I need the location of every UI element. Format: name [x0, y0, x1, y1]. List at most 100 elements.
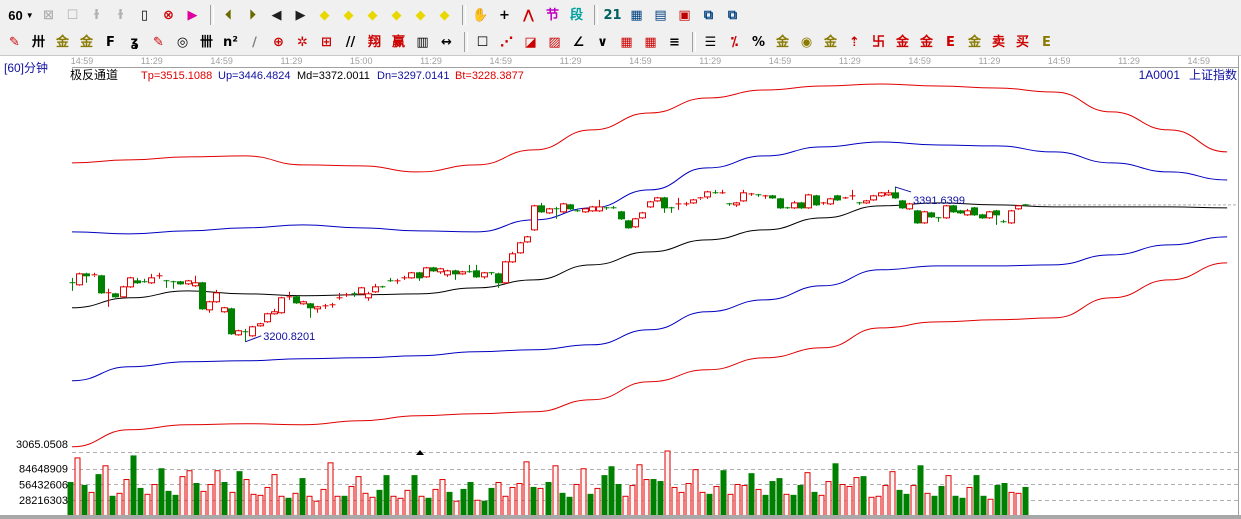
e2-button[interactable]: E	[1036, 32, 1057, 53]
win-button[interactable]: 赢	[388, 32, 409, 53]
notes-button[interactable]: ▤	[650, 5, 671, 26]
network-button[interactable]: ⧉	[698, 5, 719, 26]
percent-button[interactable]: %	[748, 32, 769, 53]
candle-body	[235, 330, 242, 336]
gold-button[interactable]: 金	[52, 32, 73, 53]
marker-button[interactable]: ✎	[148, 32, 169, 53]
expand-button[interactable]: ◆	[410, 5, 431, 26]
buy-button[interactable]: ⇡	[844, 32, 865, 53]
arrow-left-button[interactable]: ◆	[314, 5, 335, 26]
horizontal-scrollbar[interactable]	[0, 515, 1241, 519]
pen-button[interactable]: ✎	[4, 32, 25, 53]
hand-button[interactable]: ✋	[470, 5, 491, 26]
target-button[interactable]: ⊕	[268, 32, 289, 53]
left-button[interactable]: ◀	[266, 5, 287, 26]
percent-line-button[interactable]: ⁒	[724, 32, 745, 53]
candle-body	[134, 280, 141, 284]
restore-button[interactable]: ⊗	[158, 5, 179, 26]
price-button[interactable]: ◉	[796, 32, 817, 53]
buy2-button[interactable]: 卐	[868, 32, 889, 53]
period-dropdown[interactable]: 60 ▼	[4, 5, 38, 26]
gold2-button[interactable]: 金	[76, 32, 97, 53]
volume-bar	[959, 497, 966, 517]
channel-button[interactable]: ≡	[664, 32, 685, 53]
save-button[interactable]: ▣	[674, 5, 695, 26]
arrow-right-button[interactable]: ◆	[338, 5, 359, 26]
rect-hatch-button[interactable]: ▨	[544, 32, 565, 53]
rect-button[interactable]: ☐	[472, 32, 493, 53]
draw2-button[interactable]: ɫ	[110, 5, 131, 26]
wave-button[interactable]: ∨	[592, 32, 613, 53]
lines-button[interactable]: //	[340, 32, 361, 53]
expand-icon: ◆	[415, 7, 426, 23]
candle-body	[365, 293, 372, 299]
volume-bar	[811, 491, 818, 517]
candle-body	[878, 192, 885, 197]
calendar-button[interactable]: 21	[602, 5, 623, 26]
section-button[interactable]: 节	[542, 5, 563, 26]
volume-bar	[95, 474, 102, 517]
list-button[interactable]: ☰	[700, 32, 721, 53]
box-button[interactable]: ⊞	[316, 32, 337, 53]
first-button[interactable]: ⏴	[218, 5, 239, 26]
rect-fill-button[interactable]: ◪	[520, 32, 541, 53]
shrink-h-button[interactable]: ◆	[386, 5, 407, 26]
n2-button[interactable]: n²	[220, 32, 241, 53]
candle-body	[834, 195, 841, 201]
volume-bar	[530, 486, 537, 517]
f-button[interactable]: F	[100, 32, 121, 53]
calculator-button[interactable]: ▦	[626, 5, 647, 26]
expand-h-button[interactable]: ◆	[362, 5, 383, 26]
candle-body	[589, 206, 596, 212]
price2-button[interactable]: 金	[820, 32, 841, 53]
e-button[interactable]: E	[940, 32, 961, 53]
grid-box2-button[interactable]: ▦	[640, 32, 661, 53]
expand-v-button[interactable]: ◆	[434, 5, 455, 26]
candle-type-button[interactable]: ▯	[134, 5, 155, 26]
chart-type-button[interactable]: ⊠	[38, 5, 59, 26]
price-icon: ◉	[800, 34, 813, 50]
sell-button[interactable]: 金	[916, 32, 937, 53]
flag-button[interactable]: ▶	[182, 5, 203, 26]
ruler2-button[interactable]: 金	[964, 32, 985, 53]
candle-body	[654, 197, 661, 202]
grid-button[interactable]: 卅	[28, 32, 49, 53]
parallel-button[interactable]: 卌	[196, 32, 217, 53]
line-tool-button[interactable]: ⋀	[518, 5, 539, 26]
candle-body	[524, 236, 531, 243]
text-button[interactable]: ☐	[62, 5, 83, 26]
right-button[interactable]: ▶	[290, 5, 311, 26]
last-button[interactable]: ⏵	[242, 5, 263, 26]
toolbar-separator	[210, 5, 214, 25]
export-button[interactable]: ⧉	[722, 5, 743, 26]
price-up-button[interactable]: 金	[772, 32, 793, 53]
toolbar-separator	[692, 32, 696, 52]
ruler-button[interactable]: ▥	[412, 32, 433, 53]
circle-button[interactable]: ◎	[172, 32, 193, 53]
fan-lines-button[interactable]: ⋰	[496, 32, 517, 53]
candle	[437, 267, 444, 274]
draw-button[interactable]: ɫ	[86, 5, 107, 26]
sell2-button[interactable]: 卖	[988, 32, 1009, 53]
candle	[112, 292, 119, 298]
buy3-button[interactable]: 买	[1012, 32, 1033, 53]
candle	[278, 296, 285, 314]
rise-button[interactable]: 翔	[364, 32, 385, 53]
angle-button[interactable]: ∠	[568, 32, 589, 53]
star-button[interactable]: ✲	[292, 32, 313, 53]
expand-h-icon: ◆	[367, 7, 378, 23]
gold-up-button[interactable]: 金	[892, 32, 913, 53]
candle	[408, 271, 415, 279]
candle-body	[661, 197, 668, 209]
fan-button[interactable]: ∕	[244, 32, 265, 53]
measure-button[interactable]: ↔	[436, 32, 457, 53]
grid-box-button[interactable]: ▦	[616, 32, 637, 53]
spiral-button[interactable]: ʓ	[124, 32, 145, 53]
rect-icon: ☐	[476, 34, 489, 50]
segment-button[interactable]: 段	[566, 5, 587, 26]
volume-bar	[713, 485, 720, 517]
candle-body	[221, 307, 228, 313]
candle-body	[83, 273, 90, 277]
crosshair-button[interactable]: +	[494, 5, 515, 26]
